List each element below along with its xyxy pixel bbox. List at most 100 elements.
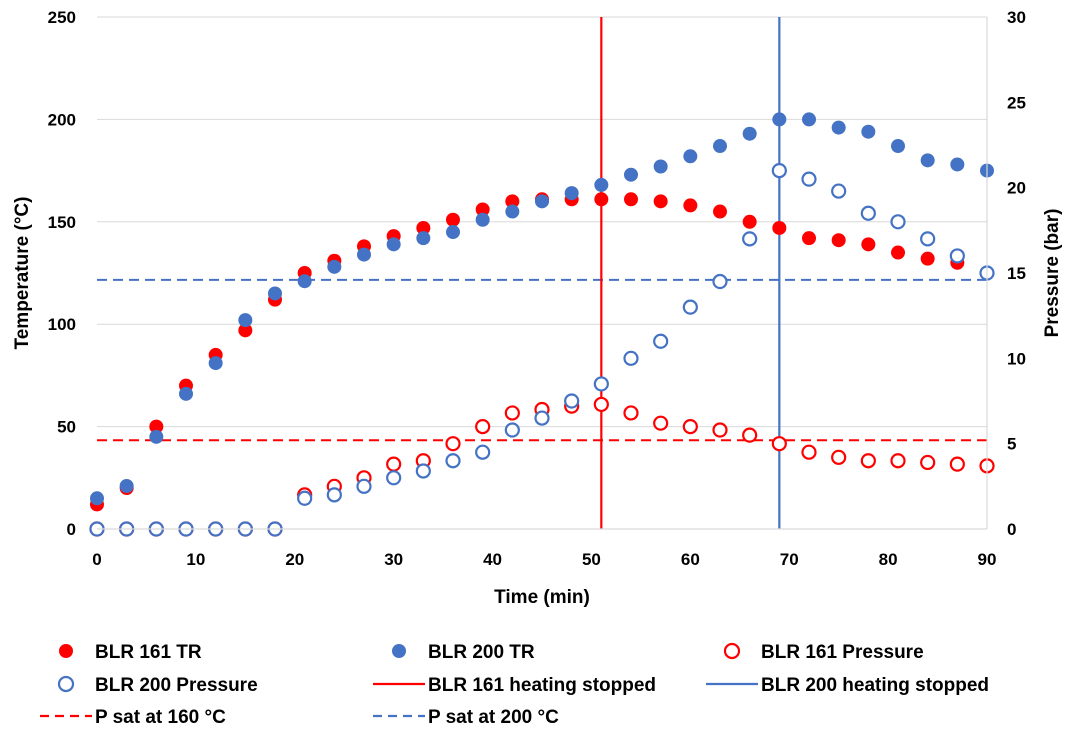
y-tick-label: 100 xyxy=(48,315,76,334)
data-point xyxy=(357,247,371,262)
data-point xyxy=(831,183,847,199)
legend-marker xyxy=(723,642,741,660)
data-point xyxy=(504,422,520,438)
data-point xyxy=(860,453,876,469)
y2-tick-label: 5 xyxy=(1007,435,1016,454)
data-point xyxy=(713,139,727,154)
data-point xyxy=(623,405,639,421)
data-point xyxy=(475,212,490,227)
series-blr-200-pressure xyxy=(89,163,995,537)
data-point xyxy=(920,231,936,247)
data-point xyxy=(505,194,520,209)
data-point xyxy=(297,490,313,506)
legend-label: P sat at 160 °C xyxy=(95,707,226,728)
data-point xyxy=(920,454,936,471)
legend-label: BLR 161 TR xyxy=(95,642,202,663)
data-point xyxy=(802,112,816,127)
gridlines xyxy=(97,16,987,428)
legend-label: P sat at 200 °C xyxy=(428,707,559,728)
data-point xyxy=(386,456,402,472)
data-point xyxy=(742,427,758,443)
data-point xyxy=(594,192,609,207)
legend-marker xyxy=(57,675,75,693)
x-tick-label: 90 xyxy=(978,550,997,569)
x-tick-label: 20 xyxy=(285,550,304,569)
x-tick-label: 30 xyxy=(384,550,403,569)
data-point xyxy=(415,463,431,479)
data-point xyxy=(712,422,728,438)
data-point xyxy=(682,299,698,315)
data-point xyxy=(831,233,846,248)
data-point xyxy=(623,350,639,366)
data-point xyxy=(713,204,727,219)
data-point xyxy=(920,251,935,266)
data-point xyxy=(297,274,312,289)
legend-label: BLR 161 heating stopped xyxy=(428,675,656,696)
data-point xyxy=(149,419,164,434)
data-point xyxy=(238,323,253,338)
legend-item: BLR 200 TR xyxy=(392,642,535,663)
data-point xyxy=(683,149,698,164)
data-point xyxy=(327,259,342,274)
data-point xyxy=(208,356,223,371)
x-tick-label: 10 xyxy=(186,550,205,569)
data-point xyxy=(890,214,906,230)
data-point xyxy=(268,286,282,301)
legend: BLR 161 TR BLR 200 TR BLR 161 Pressure BLR … xyxy=(40,642,989,728)
data-point xyxy=(564,393,580,409)
data-point xyxy=(831,120,846,135)
data-point xyxy=(742,214,757,229)
legend-label: BLR 161 Pressure xyxy=(761,642,924,663)
x-tick-label: 50 xyxy=(582,550,601,569)
data-point xyxy=(771,436,787,452)
data-point xyxy=(475,202,490,217)
legend-item: BLR 200 Pressure xyxy=(57,675,258,696)
data-point xyxy=(445,436,461,452)
y-tick-label: 150 xyxy=(48,213,76,232)
data-point xyxy=(802,231,816,246)
y2-tick-label: 10 xyxy=(1007,349,1026,368)
data-point xyxy=(772,112,787,127)
data-point xyxy=(712,273,728,290)
data-markers xyxy=(89,112,995,537)
y2-tick-label: 30 xyxy=(1007,8,1026,27)
data-point xyxy=(356,478,372,494)
data-point xyxy=(771,163,787,179)
reference-lines xyxy=(97,17,987,529)
data-point xyxy=(534,410,550,426)
legend-item: BLR 161 heating stopped xyxy=(373,675,656,696)
x-axis-label: Time (min) xyxy=(494,587,590,608)
x-tick-label: 70 xyxy=(780,550,799,569)
legend-label: BLR 200 Pressure xyxy=(95,675,258,696)
data-point xyxy=(446,212,460,227)
data-point xyxy=(446,225,460,240)
data-point xyxy=(594,177,609,192)
x-tick-label: 40 xyxy=(483,550,502,569)
data-point xyxy=(535,194,549,209)
data-point xyxy=(653,333,669,349)
data-point xyxy=(90,491,104,506)
legend-item: P sat at 160 °C xyxy=(40,707,226,728)
data-point xyxy=(416,220,431,235)
data-point xyxy=(326,487,342,503)
data-point xyxy=(861,124,876,139)
data-point xyxy=(653,159,668,174)
data-point xyxy=(593,376,609,392)
legend-marker xyxy=(392,644,406,658)
legend-item: BLR 200 heating stopped xyxy=(706,675,989,696)
data-point xyxy=(475,444,491,460)
legend-label: BLR 200 TR xyxy=(428,642,535,663)
axes: 0 10 20 30 40 50 60 70 80 90 0 50 100 150 200 250 0 5 10 15… xyxy=(48,8,1026,569)
x-tick-label: 60 xyxy=(681,550,700,569)
y2-tick-label: 15 xyxy=(1007,264,1026,283)
y-tick-label: 200 xyxy=(48,110,76,129)
data-point xyxy=(861,237,876,252)
x-tick-label: 0 xyxy=(92,550,101,569)
y2-tick-label: 25 xyxy=(1007,93,1026,112)
data-point xyxy=(179,386,193,401)
data-point xyxy=(742,126,757,141)
legend-item: BLR 161 Pressure xyxy=(723,642,924,663)
data-point xyxy=(386,237,401,252)
data-point xyxy=(950,157,965,172)
data-point xyxy=(653,194,668,209)
